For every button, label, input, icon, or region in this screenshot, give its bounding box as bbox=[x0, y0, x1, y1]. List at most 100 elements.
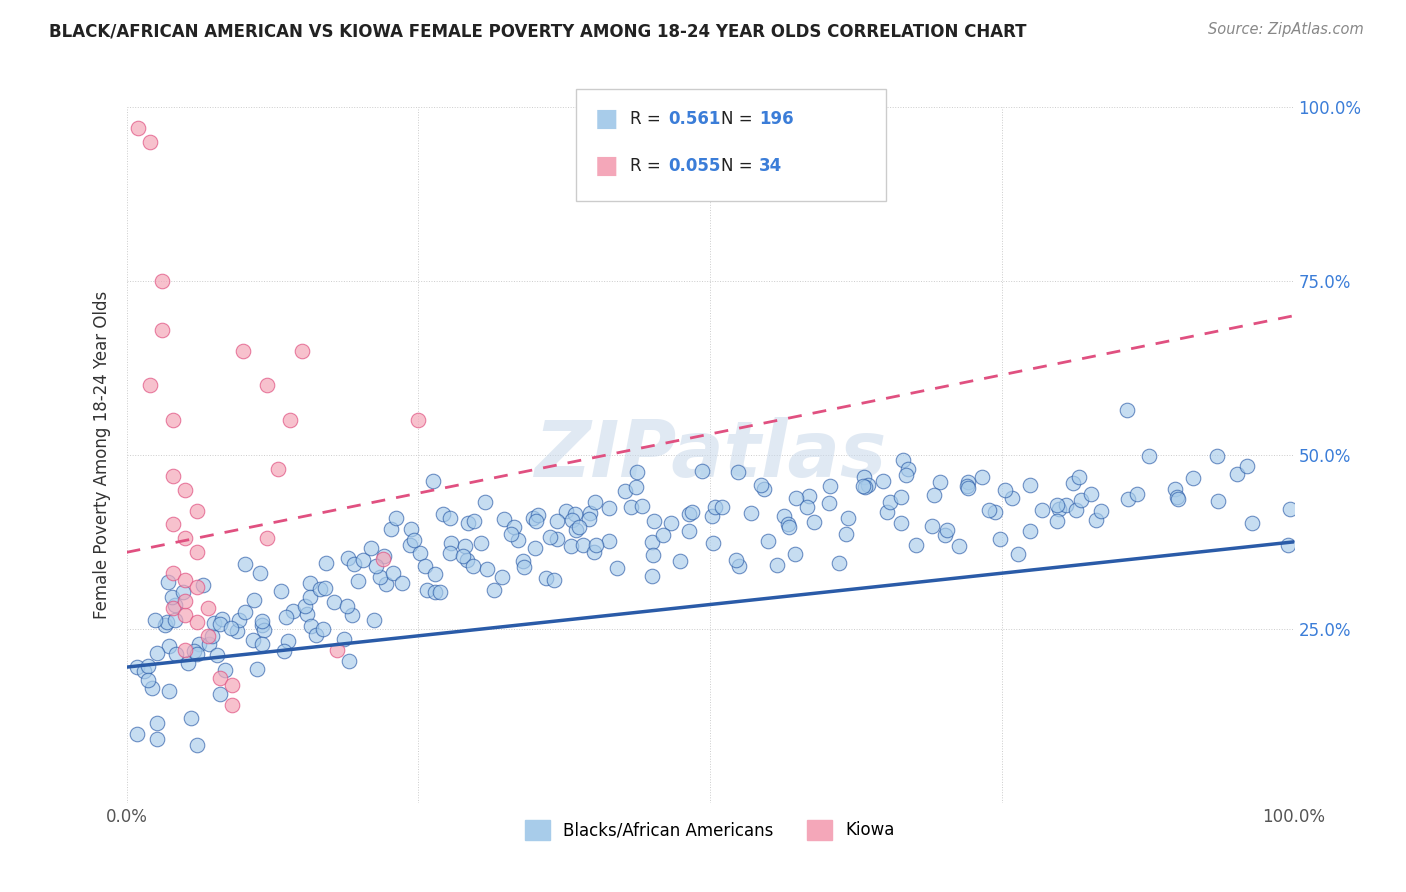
Text: ■: ■ bbox=[595, 107, 619, 130]
Point bbox=[527, 508, 550, 522]
Legend: Blacks/African Americans, Kiowa: Blacks/African Americans, Kiowa bbox=[519, 813, 901, 847]
Point bbox=[153, 618, 176, 632]
Point bbox=[191, 578, 214, 592]
Point bbox=[408, 413, 430, 427]
Point bbox=[186, 648, 208, 662]
Point bbox=[299, 591, 322, 605]
Point bbox=[818, 479, 841, 493]
Point bbox=[631, 500, 654, 514]
Text: Source: ZipAtlas.com: Source: ZipAtlas.com bbox=[1208, 22, 1364, 37]
Point bbox=[309, 582, 332, 597]
Point bbox=[429, 585, 451, 599]
Point bbox=[948, 539, 970, 553]
Point bbox=[620, 500, 643, 515]
Point bbox=[1226, 467, 1249, 481]
Point bbox=[276, 609, 298, 624]
Point bbox=[273, 644, 295, 658]
Point bbox=[578, 512, 600, 526]
Point bbox=[702, 536, 724, 550]
Point bbox=[852, 479, 875, 493]
Point bbox=[513, 560, 536, 574]
Point bbox=[290, 343, 312, 358]
Point bbox=[568, 520, 591, 534]
Point bbox=[294, 599, 316, 614]
Point bbox=[172, 584, 194, 599]
Point bbox=[728, 558, 751, 573]
Point bbox=[156, 574, 179, 589]
Text: ZIPatlas: ZIPatlas bbox=[534, 417, 886, 493]
Point bbox=[160, 591, 183, 605]
Point bbox=[256, 532, 278, 546]
Point bbox=[626, 465, 648, 479]
Point bbox=[1019, 524, 1042, 538]
Point bbox=[360, 541, 382, 555]
Point bbox=[1236, 458, 1258, 473]
Point bbox=[560, 539, 582, 553]
Point bbox=[890, 516, 912, 530]
Point bbox=[325, 642, 347, 657]
Point bbox=[554, 504, 576, 518]
Point bbox=[624, 479, 647, 493]
Point bbox=[252, 637, 274, 651]
Point bbox=[1080, 487, 1102, 501]
Point bbox=[643, 549, 665, 563]
Point bbox=[352, 553, 374, 567]
Point bbox=[740, 507, 762, 521]
Point bbox=[380, 522, 402, 536]
Point bbox=[546, 532, 568, 546]
Point bbox=[165, 599, 187, 613]
Point bbox=[704, 500, 727, 515]
Point bbox=[921, 519, 943, 533]
Point bbox=[150, 323, 173, 337]
Point bbox=[299, 619, 322, 633]
Point bbox=[1137, 449, 1160, 463]
Point bbox=[385, 511, 408, 525]
Point bbox=[1047, 502, 1070, 516]
Point bbox=[546, 514, 568, 528]
Point bbox=[773, 509, 796, 524]
Point bbox=[422, 474, 444, 488]
Y-axis label: Female Poverty Among 18-24 Year Olds: Female Poverty Among 18-24 Year Olds bbox=[93, 291, 111, 619]
Point bbox=[346, 574, 368, 589]
Point bbox=[139, 378, 162, 392]
Point bbox=[606, 561, 628, 575]
Point bbox=[136, 659, 159, 673]
Point bbox=[245, 662, 267, 676]
Point bbox=[281, 604, 304, 618]
Point bbox=[186, 615, 208, 629]
Point bbox=[333, 632, 356, 647]
Point bbox=[1019, 477, 1042, 491]
Text: 0.055: 0.055 bbox=[668, 157, 720, 175]
Point bbox=[336, 599, 359, 613]
Point bbox=[186, 545, 208, 559]
Point bbox=[756, 533, 779, 548]
Point bbox=[157, 684, 180, 698]
Point bbox=[174, 607, 197, 622]
Point bbox=[187, 637, 209, 651]
Text: N =: N = bbox=[721, 157, 758, 175]
Point bbox=[233, 605, 256, 619]
Point bbox=[1118, 491, 1140, 506]
Point bbox=[186, 503, 208, 517]
Point bbox=[474, 495, 496, 509]
Point bbox=[1164, 482, 1187, 496]
Point bbox=[1125, 487, 1147, 501]
Point bbox=[409, 545, 432, 559]
Point bbox=[827, 557, 849, 571]
Point bbox=[363, 613, 385, 627]
Point bbox=[1067, 469, 1090, 483]
Point bbox=[457, 516, 479, 530]
Point bbox=[461, 559, 484, 574]
Point bbox=[202, 615, 225, 630]
Point bbox=[1064, 503, 1087, 517]
Point bbox=[523, 541, 546, 556]
Point bbox=[803, 515, 825, 529]
Point bbox=[1206, 494, 1229, 508]
Point bbox=[598, 501, 620, 516]
Point bbox=[143, 614, 166, 628]
Point bbox=[402, 533, 425, 547]
Point bbox=[778, 520, 800, 534]
Point bbox=[243, 592, 266, 607]
Point bbox=[277, 633, 299, 648]
Point bbox=[1046, 514, 1069, 528]
